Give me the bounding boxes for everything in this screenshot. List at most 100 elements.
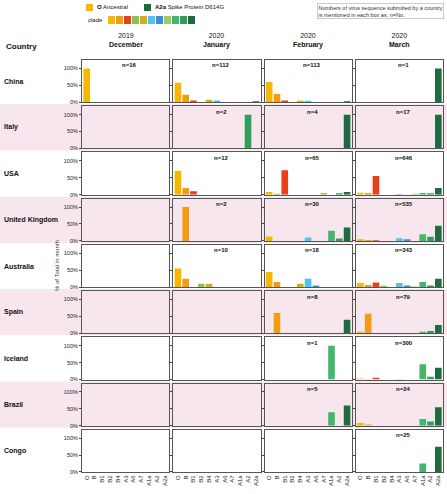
svg-text:n=30: n=30 <box>305 201 320 207</box>
svg-text:n=16: n=16 <box>122 62 137 68</box>
svg-text:Italy: Italy <box>4 123 18 131</box>
svg-text:O Ancestral: O Ancestral <box>97 4 128 10</box>
svg-text:China: China <box>4 78 24 85</box>
svg-text:A3: A3 <box>123 475 129 483</box>
svg-text:n=2: n=2 <box>216 201 227 207</box>
svg-text:50%: 50% <box>67 267 78 273</box>
svg-text:United Kingdom: United Kingdom <box>4 216 58 224</box>
svg-text:A1a: A1a <box>146 475 152 486</box>
svg-text:50%: 50% <box>67 313 78 319</box>
svg-text:Iceland: Iceland <box>4 355 28 362</box>
svg-text:A2a Spike Protein D614G: A2a Spike Protein D614G <box>155 4 224 10</box>
svg-text:Brazil: Brazil <box>4 401 23 408</box>
svg-text:2020February: 2020February <box>293 32 323 49</box>
svg-text:n=4: n=4 <box>307 109 318 115</box>
svg-text:A3: A3 <box>214 475 220 483</box>
svg-text:n=300: n=300 <box>395 340 413 346</box>
svg-text:B2: B2 <box>107 475 113 483</box>
svg-text:n=1: n=1 <box>307 340 318 346</box>
svg-text:0%: 0% <box>70 423 78 429</box>
svg-text:100%: 100% <box>64 435 78 441</box>
svg-text:A7: A7 <box>229 475 235 483</box>
svg-text:n=79: n=79 <box>396 294 411 300</box>
svg-text:n=12: n=12 <box>214 155 229 161</box>
svg-text:n=24: n=24 <box>396 386 411 392</box>
svg-text:50%: 50% <box>67 406 78 412</box>
svg-text:B4: B4 <box>115 475 121 483</box>
svg-text:50%: 50% <box>67 82 78 88</box>
svg-text:2019December: 2019December <box>109 32 143 48</box>
svg-text:Country: Country <box>6 42 37 51</box>
svg-text:100%: 100% <box>64 65 78 71</box>
svg-text:n=5: n=5 <box>307 386 318 392</box>
svg-text:A1a: A1a <box>328 475 334 486</box>
svg-text:n=2: n=2 <box>216 109 227 115</box>
svg-text:n=18: n=18 <box>305 247 320 253</box>
svg-text:100%: 100% <box>64 158 78 164</box>
svg-text:50%: 50% <box>67 360 78 366</box>
svg-text:A2a: A2a <box>435 475 441 486</box>
svg-text:100%: 100% <box>64 112 78 118</box>
svg-text:A2: A2 <box>336 475 342 483</box>
svg-text:A6: A6 <box>222 475 228 483</box>
svg-text:B: B <box>365 475 371 479</box>
svg-text:A2: A2 <box>427 475 433 483</box>
svg-text:n=25: n=25 <box>396 432 411 438</box>
svg-text:Spain: Spain <box>4 308 23 316</box>
svg-text:A2: A2 <box>154 475 160 483</box>
svg-text:A6: A6 <box>404 475 410 483</box>
svg-text:Congo: Congo <box>4 447 26 455</box>
svg-text:A6: A6 <box>130 475 136 483</box>
svg-text:0%: 0% <box>70 469 78 475</box>
svg-text:Numbers of virus sequence subm: Numbers of virus sequence submitted by a… <box>319 5 443 18</box>
svg-text:n=343: n=343 <box>395 247 413 253</box>
svg-text:O: O <box>357 475 363 480</box>
svg-text:n=10: n=10 <box>214 247 229 253</box>
svg-text:100%: 100% <box>64 250 78 256</box>
svg-text:B4: B4 <box>297 475 303 483</box>
svg-text:100%: 100% <box>64 343 78 349</box>
svg-text:B4: B4 <box>206 475 212 483</box>
svg-text:B2: B2 <box>381 475 387 483</box>
svg-text:n=8: n=8 <box>307 294 318 300</box>
svg-text:2020January: 2020January <box>203 32 230 49</box>
svg-text:O: O <box>84 475 90 480</box>
svg-text:0%: 0% <box>70 145 78 151</box>
svg-text:A1a: A1a <box>420 475 426 486</box>
svg-text:A2a: A2a <box>162 475 168 486</box>
svg-text:O: O <box>266 475 272 480</box>
svg-text:2020March: 2020March <box>389 32 410 48</box>
svg-text:USA: USA <box>4 170 19 177</box>
svg-text:B4: B4 <box>389 475 395 483</box>
svg-text:B1: B1 <box>99 475 105 483</box>
svg-text:n=535: n=535 <box>395 201 413 207</box>
svg-text:n=646: n=646 <box>395 155 413 161</box>
svg-text:A2a: A2a <box>253 475 259 486</box>
svg-text:0%: 0% <box>70 330 78 336</box>
svg-text:B: B <box>183 475 189 479</box>
svg-text:50%: 50% <box>67 175 78 181</box>
svg-text:A1a: A1a <box>237 475 243 486</box>
svg-text:n=1: n=1 <box>398 62 409 68</box>
svg-text:B: B <box>91 475 97 479</box>
svg-text:n=112: n=112 <box>212 62 230 68</box>
svg-text:B: B <box>274 475 280 479</box>
svg-text:50%: 50% <box>67 452 78 458</box>
svg-text:A7: A7 <box>412 475 418 483</box>
svg-text:100%: 100% <box>64 296 78 302</box>
svg-text:A2: A2 <box>245 475 251 483</box>
svg-text:50%: 50% <box>67 221 78 227</box>
svg-text:B1: B1 <box>373 475 379 483</box>
svg-text:% of Total in month: % of Total in month <box>54 240 60 291</box>
svg-text:B2: B2 <box>198 475 204 483</box>
svg-text:clade: clade <box>88 17 103 23</box>
svg-text:0%: 0% <box>70 99 78 105</box>
svg-text:0%: 0% <box>70 284 78 290</box>
svg-text:n=113: n=113 <box>303 62 321 68</box>
svg-text:A7: A7 <box>138 475 144 483</box>
svg-text:A7: A7 <box>321 475 327 483</box>
svg-text:A6: A6 <box>313 475 319 483</box>
svg-text:0%: 0% <box>70 376 78 382</box>
svg-text:50%: 50% <box>67 128 78 134</box>
svg-text:100%: 100% <box>64 389 78 395</box>
